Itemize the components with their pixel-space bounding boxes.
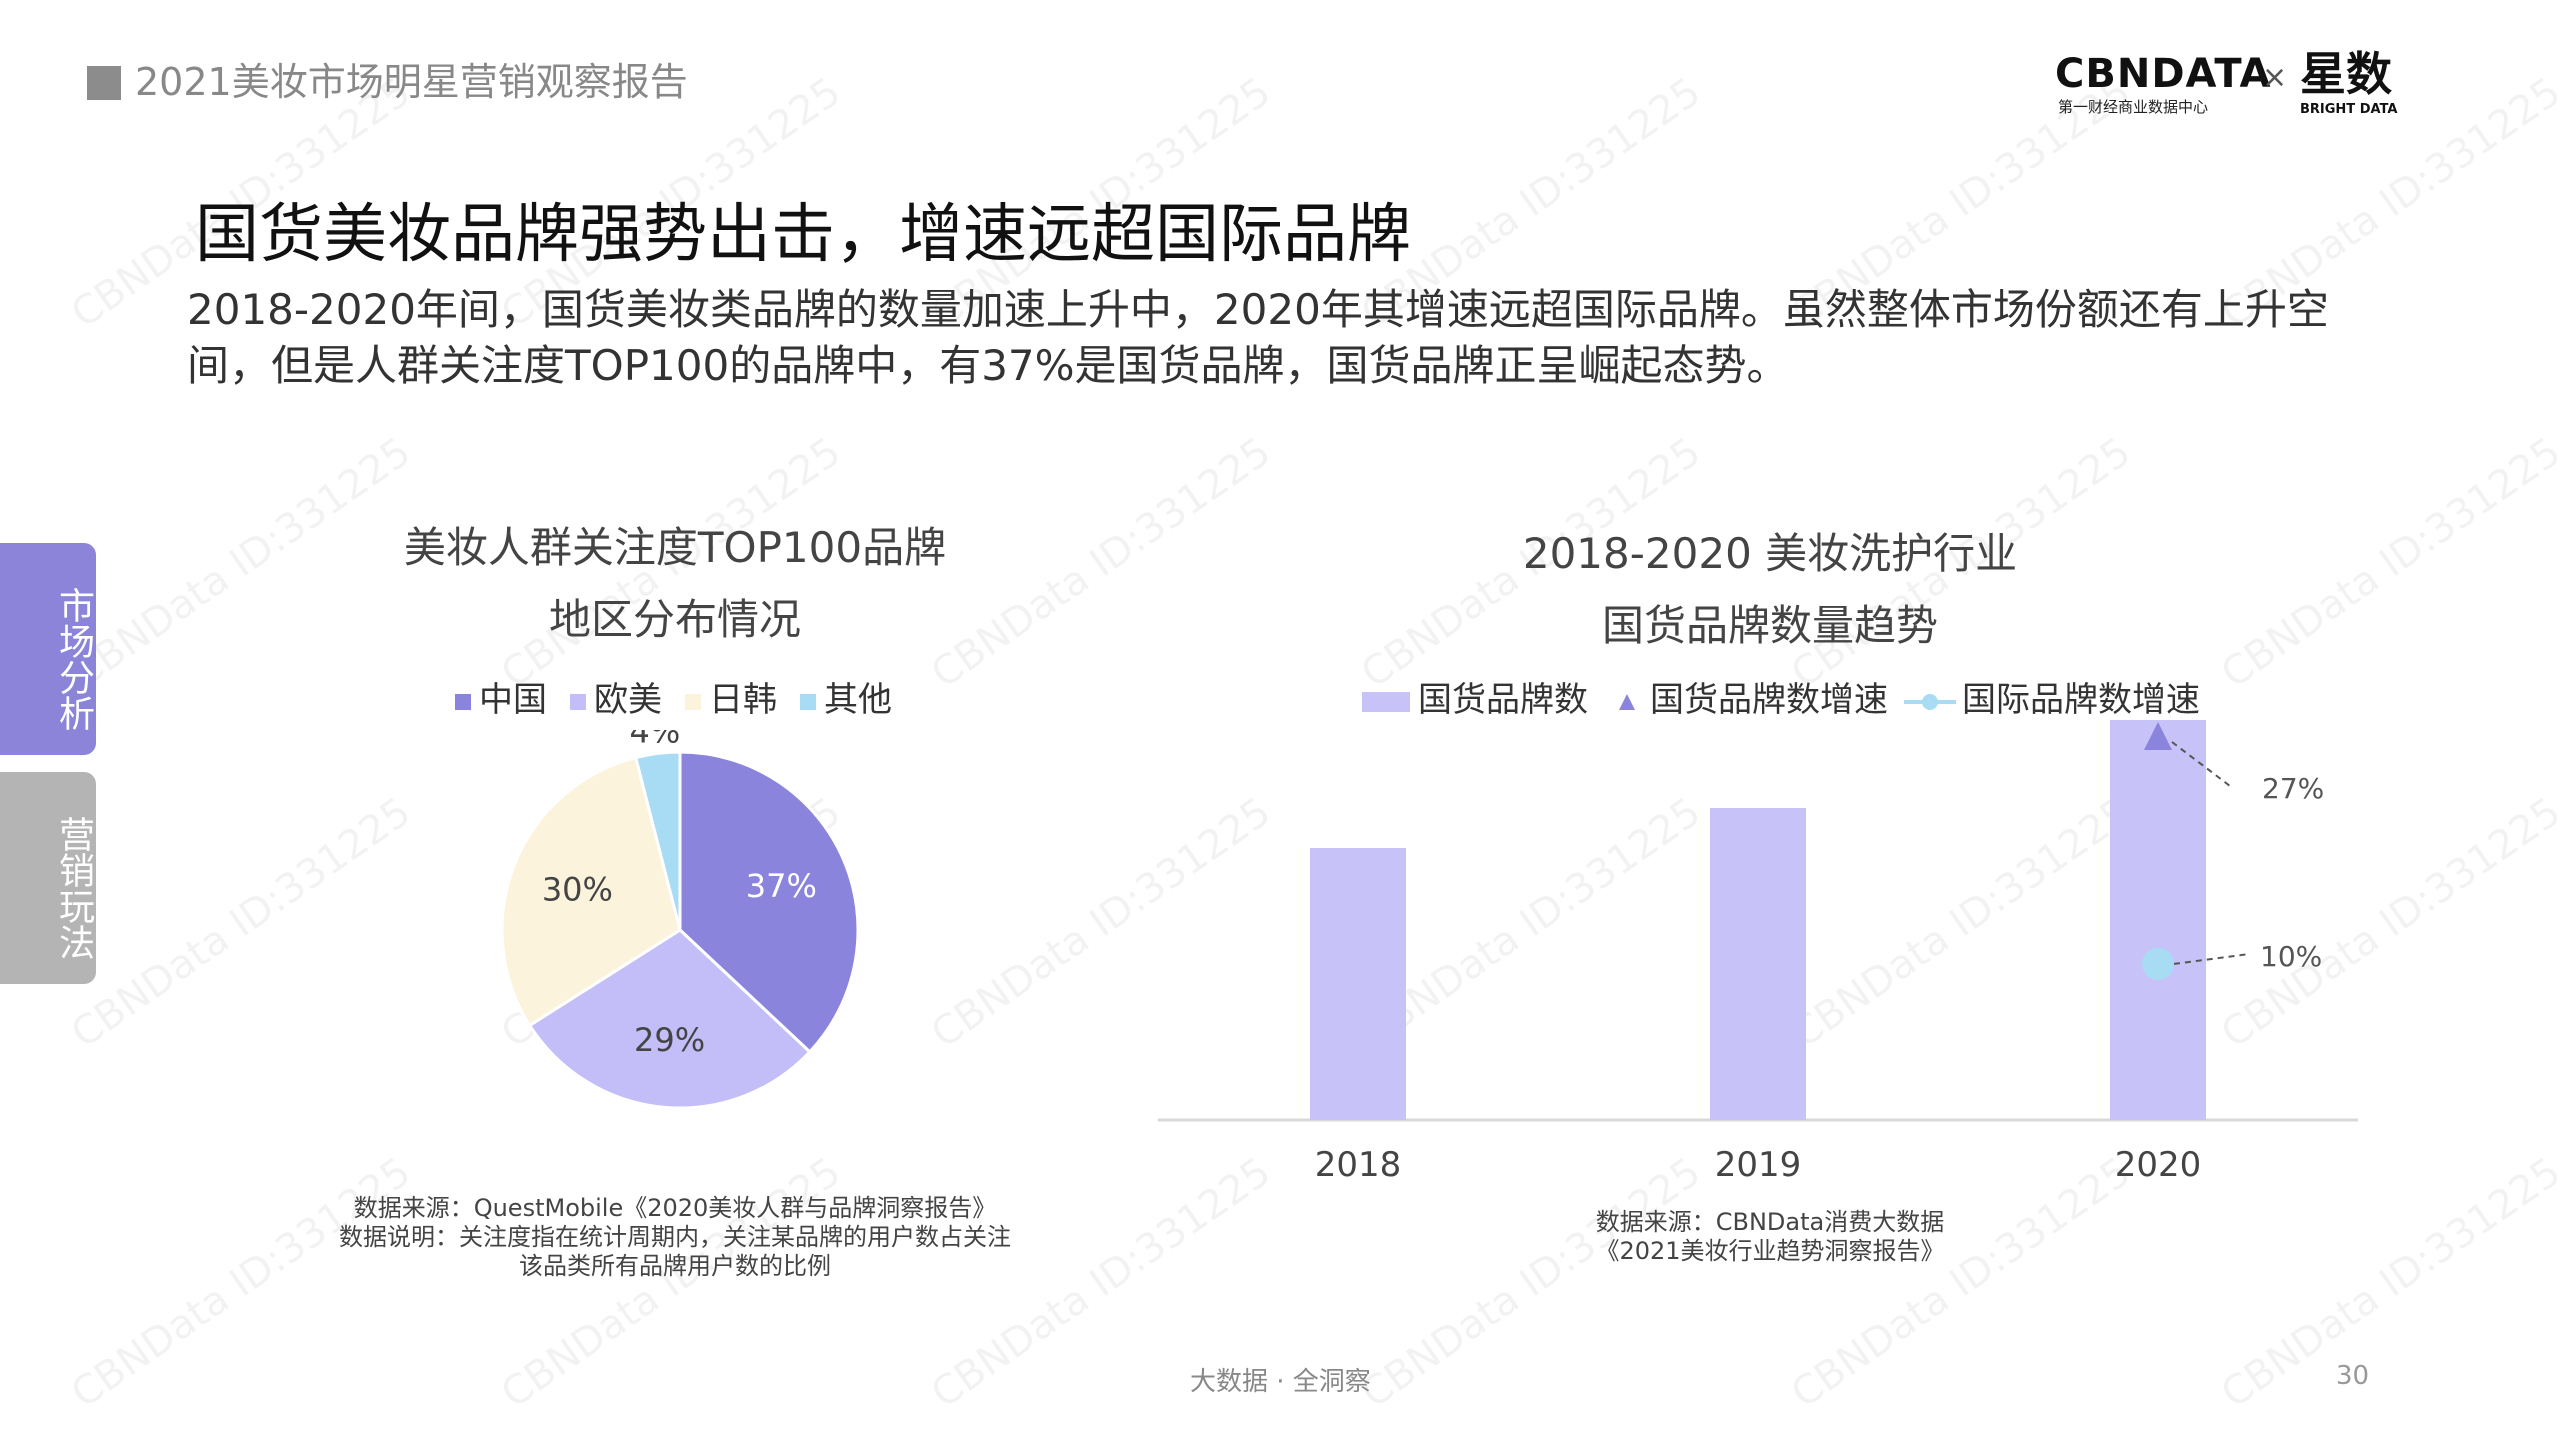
pie-label-china: 37% — [746, 867, 817, 905]
intl-growth-marker-2020 — [2142, 947, 2174, 980]
pie-legend-western-swatch — [570, 693, 586, 710]
pie-note-desc-1: 数据说明：关注度指在统计周期内，关注某品牌的用户数占关注 — [339, 1223, 1011, 1251]
pie-slice-china — [678, 750, 860, 1054]
domestic-growth-marker-2020 — [2144, 722, 2172, 750]
brightdata-logo-subtitle: BRIGHT DATA — [2300, 102, 2398, 117]
tab-marketing-play-label: 营销玩法 — [53, 816, 94, 960]
bar-chart-note: 数据来源：CBNData消费大数据 《2021美妆行业趋势洞察报告》 — [1420, 1208, 2120, 1266]
pie-legend-china-swatch — [455, 693, 471, 710]
x-tick-label-2018: 2018 — [1315, 1145, 1402, 1185]
bar-2020 — [2110, 720, 2206, 1120]
bar-legend-domestic-count-swatch — [1362, 691, 1410, 712]
pie-legend-western: 欧美 — [570, 680, 662, 720]
pie-labels: 37% 29% 30% 4% — [542, 730, 817, 1059]
tab-market-analysis-label: 市场分析 — [53, 587, 94, 731]
pie-legend-jpkr: 日韩 — [685, 680, 777, 720]
pie-slice-jpkr — [500, 755, 682, 1028]
pie-slice-western — [527, 928, 812, 1110]
pie-legend-china-label: 中国 — [479, 680, 547, 720]
pie-chart-title-line2: 地区分布情况 — [548, 595, 801, 644]
circle-legend-marker — [1922, 693, 1938, 710]
bar-legend-intl-growth-label: 国际品牌数增速 — [1962, 680, 2200, 720]
pie-legend-china: 中国 — [455, 680, 547, 720]
bar-legend-domestic-growth: 国货品牌数增速 — [1612, 680, 1888, 720]
x-tick-label-2019: 2019 — [1715, 1145, 1802, 1185]
bars — [1310, 720, 2206, 1120]
pie-chart-title: 美妆人群关注度TOP100品牌 地区分布情况 — [300, 512, 1050, 656]
pie-chart-note: 数据来源：QuestMobile《2020美妆人群与品牌洞察报告》 数据说明：关… — [250, 1194, 1100, 1281]
intl-growth-label-2020: 10% — [2260, 940, 2322, 973]
pie-legend-other-swatch — [800, 693, 816, 710]
report-title: 2021美妆市场明星营销观察报告 — [135, 60, 688, 104]
bar-legend-intl-growth: 国际品牌数增速 — [1902, 680, 2200, 720]
pie-note-source: 数据来源：QuestMobile《2020美妆人群与品牌洞察报告》 — [353, 1194, 997, 1222]
page-subtitle: 2018-2020年间，国货美妆类品牌的数量加速上升中，2020年其增速远超国际… — [187, 285, 2329, 390]
page-title: 国货美妆品牌强势出击，增速远超国际品牌 — [195, 198, 1411, 272]
report-title-marker — [87, 66, 121, 100]
pie-chart-title-line1: 美妆人群关注度TOP100品牌 — [403, 523, 947, 572]
pie-label-western: 29% — [634, 1021, 705, 1059]
pie-label-other: 4% — [630, 730, 681, 751]
pie-chart: 37% 29% 30% 4% — [500, 730, 860, 1110]
x-tick-label-2020: 2020 — [2115, 1145, 2202, 1185]
intl-growth-leader-line — [2173, 952, 2251, 965]
pie-note-desc-2: 该品类所有品牌用户数的比例 — [519, 1252, 831, 1280]
cbndata-logo: CBNDATA — [2055, 51, 2272, 97]
bar-chart-title-line2: 国货品牌数量趋势 — [1601, 601, 1938, 650]
pie-legend-other-label: 其他 — [824, 680, 892, 720]
bar-tick-labels: 2018 2019 2020 — [1315, 1145, 2202, 1185]
bar-2019 — [1710, 808, 1806, 1120]
cbndata-logo-subtitle: 第一财经商业数据中心 — [2058, 98, 2209, 116]
logo-separator: × — [2262, 60, 2288, 95]
pie-legend-jpkr-swatch — [685, 693, 701, 710]
pie-legend-other: 其他 — [800, 680, 892, 720]
page-number: 30 — [2336, 1361, 2370, 1391]
domestic-growth-leader-line — [2171, 741, 2231, 787]
bar-2018 — [1310, 848, 1406, 1120]
bar-note-source: 数据来源：CBNData消费大数据 — [1595, 1208, 1945, 1236]
footer-slogan: 大数据 · 全洞察 — [1190, 1367, 1371, 1397]
line-circle-icon — [1904, 693, 1956, 710]
watermark: CBNData ID:331225 — [493, 1148, 850, 1418]
brightdata-logo: 星数 — [2300, 47, 2392, 101]
bar-chart-title: 2018-2020 美妆洗护行业 国货品牌数量趋势 — [1340, 518, 2200, 662]
bar-legend-domestic-growth-label: 国货品牌数增速 — [1650, 680, 1888, 720]
watermark: CBNData ID:331225 — [63, 1148, 420, 1418]
triangle-legend-marker — [1619, 693, 1635, 710]
bar-chart: 2018 2019 2020 27% 10% — [1158, 720, 2358, 1185]
pie-slices — [500, 750, 860, 1110]
watermark: CBNData ID:331225 — [63, 788, 420, 1058]
domestic-growth-label-2020: 27% — [2262, 772, 2324, 805]
bar-note-report: 《2021美妆行业趋势洞察报告》 — [1595, 1237, 1945, 1265]
tab-marketing-play[interactable]: 营销玩法 — [0, 772, 96, 984]
bar-legend-domestic-count-label: 国货品牌数 — [1418, 680, 1588, 720]
tab-market-analysis[interactable]: 市场分析 — [0, 543, 96, 755]
triangle-icon — [1619, 693, 1635, 710]
bar-legend-domestic-count: 国货品牌数 — [1362, 680, 1588, 720]
bar-markers: 27% 10% — [2142, 722, 2324, 980]
pie-legend-western-label: 欧美 — [594, 680, 662, 720]
pie-label-jpkr: 30% — [542, 870, 613, 908]
pie-slice-other — [633, 750, 682, 931]
pie-legend-jpkr-label: 日韩 — [709, 680, 777, 720]
watermark: CBNData ID:331225 — [2213, 428, 2560, 698]
bar-chart-title-line1: 2018-2020 美妆洗护行业 — [1522, 529, 2018, 578]
